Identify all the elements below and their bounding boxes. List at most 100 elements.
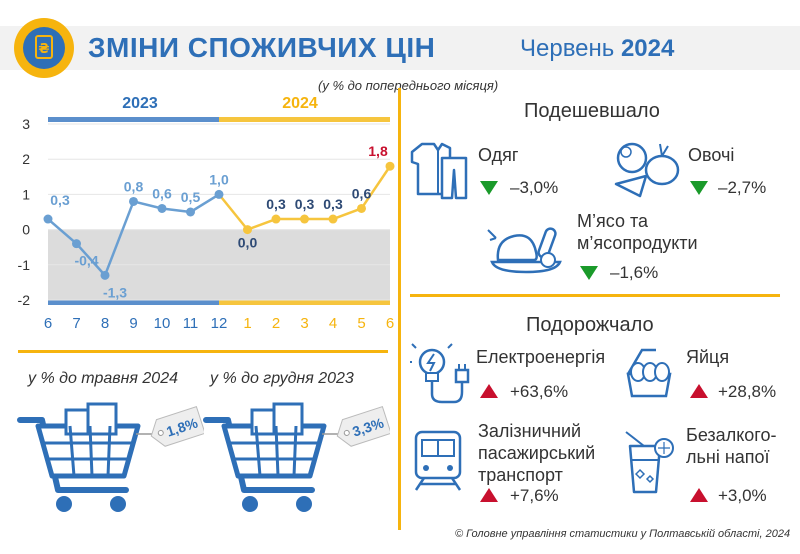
pricier-item-train-value: +7,6% <box>510 486 559 505</box>
x-tick-label: 9 <box>129 315 137 332</box>
data-label: 1,0 <box>209 171 229 187</box>
x-tick-label: 6 <box>386 315 394 332</box>
pricier-item-drinks-value: +3,0% <box>718 486 767 505</box>
series-line-segment <box>360 165 392 210</box>
x-tick-label: 5 <box>357 315 365 332</box>
y-tick-label: 0 <box>22 222 30 238</box>
x-tick-label: 12 <box>211 315 228 332</box>
x-tick-label: 11 <box>183 315 199 332</box>
meat-icon <box>487 227 562 274</box>
cheaper-item-vegetables-label: Овочі <box>688 145 735 165</box>
x-tick-label: 4 <box>329 315 337 332</box>
cheaper-item-vegetables-value: –2,7% <box>718 178 767 197</box>
data-point <box>100 270 110 280</box>
series-line-segment <box>103 200 135 276</box>
x-tick-label: 2 <box>272 315 280 332</box>
data-point <box>129 196 138 206</box>
drink-icon <box>625 431 674 494</box>
cumulative-label-may: у % до травня 2024 <box>28 370 178 387</box>
data-point <box>385 161 395 171</box>
series-line-segment <box>247 217 277 231</box>
period-month: Червень <box>520 35 615 62</box>
header-band <box>0 26 800 70</box>
series-line-segment <box>332 207 362 221</box>
series-line-segment <box>47 218 78 245</box>
year-label-2023: 2023 <box>122 95 158 112</box>
left-divider <box>18 350 388 353</box>
pricier-item-train-label: Залізничний пасажирський транспорт <box>478 421 596 485</box>
electricity-icon <box>410 343 470 404</box>
data-point <box>43 214 53 224</box>
data-point <box>243 225 252 235</box>
train-icon <box>414 430 462 491</box>
x-tick-label: 7 <box>72 315 80 332</box>
x-tick-label: 8 <box>101 315 109 332</box>
down-arrow-icon <box>480 181 498 195</box>
data-label: -1,3 <box>103 284 127 300</box>
y-tick-label: 2 <box>22 151 30 167</box>
data-label: 0,0 <box>238 235 258 251</box>
y-tick-label: 1 <box>22 186 30 202</box>
cheaper-item-clothes-value: –3,0% <box>510 178 559 197</box>
eggs-icon <box>626 348 672 398</box>
vertical-divider <box>398 88 401 530</box>
data-point <box>214 189 224 199</box>
page-title: ЗМІНИ СПОЖИВЧИХ ЦІН <box>88 32 436 63</box>
data-label: 0,3 <box>266 196 286 212</box>
data-point <box>357 203 366 213</box>
y-tick-label: 3 <box>22 116 30 132</box>
down-arrow-icon <box>580 266 598 280</box>
data-label: 0,3 <box>295 196 315 212</box>
pricier-title: Подорожчало <box>526 314 654 336</box>
up-arrow-icon <box>690 384 708 398</box>
series-line-segment <box>75 242 106 277</box>
period-label: Червень 2024 <box>520 35 674 63</box>
data-label: -0,4 <box>74 253 98 269</box>
data-label: 0,3 <box>323 196 343 212</box>
year-bar-2023-top <box>48 117 219 122</box>
data-label: 0,6 <box>152 185 172 201</box>
y-tick-label: -2 <box>18 292 31 308</box>
chart-subtitle: (у % до попереднього місяця) <box>318 78 499 93</box>
data-point <box>72 239 81 249</box>
pricier-item-drinks-label: Безалкого-льні напої <box>686 425 777 467</box>
up-arrow-icon <box>480 384 498 398</box>
series-line-segment <box>133 200 163 210</box>
x-tick-label: 6 <box>44 315 52 332</box>
cart-may-icon: 1,8% <box>17 402 204 512</box>
clothes-icon <box>410 142 468 200</box>
data-label: 0,8 <box>124 178 144 194</box>
right-divider <box>410 294 780 297</box>
series-line-segment <box>218 193 249 231</box>
footer-credit: © Головне управління статистики у Полтав… <box>455 528 791 540</box>
y-tick-label: -1 <box>18 257 31 273</box>
year-bar-2023-bottom <box>48 300 219 305</box>
svg-text:₴: ₴ <box>38 42 49 57</box>
year-label-2024: 2024 <box>282 95 318 112</box>
cheaper-item-clothes-label: Одяг <box>478 145 519 165</box>
pricier-item-eggs-value: +28,8% <box>718 382 777 401</box>
cheaper-item-meat-value: –1,6% <box>610 263 659 282</box>
pricier-item-eggs-label: Яйця <box>686 347 730 367</box>
series-line-segment <box>189 193 220 214</box>
data-label: 1,8 <box>368 143 388 159</box>
year-bar-2024-bottom <box>219 300 390 305</box>
x-tick-label: 1 <box>243 315 251 332</box>
down-arrow-icon <box>690 181 708 195</box>
data-point <box>186 207 195 217</box>
data-point <box>157 203 167 213</box>
data-point <box>300 214 309 224</box>
pricier-item-electricity-label: Електроенергія <box>476 347 606 367</box>
data-label: 0,5 <box>181 189 201 205</box>
data-label: 0,6 <box>352 185 372 201</box>
period-year: 2024 <box>620 35 675 62</box>
year-bar-2024-top <box>219 117 390 122</box>
up-arrow-icon <box>480 488 498 502</box>
up-arrow-icon <box>690 488 708 502</box>
data-point <box>271 214 281 224</box>
cart-dec-icon: 3,3% <box>203 402 390 512</box>
vegetables-icon <box>614 142 680 198</box>
hryvnia-logo-icon: ₴ <box>14 18 74 78</box>
series-line-segment <box>161 207 191 214</box>
